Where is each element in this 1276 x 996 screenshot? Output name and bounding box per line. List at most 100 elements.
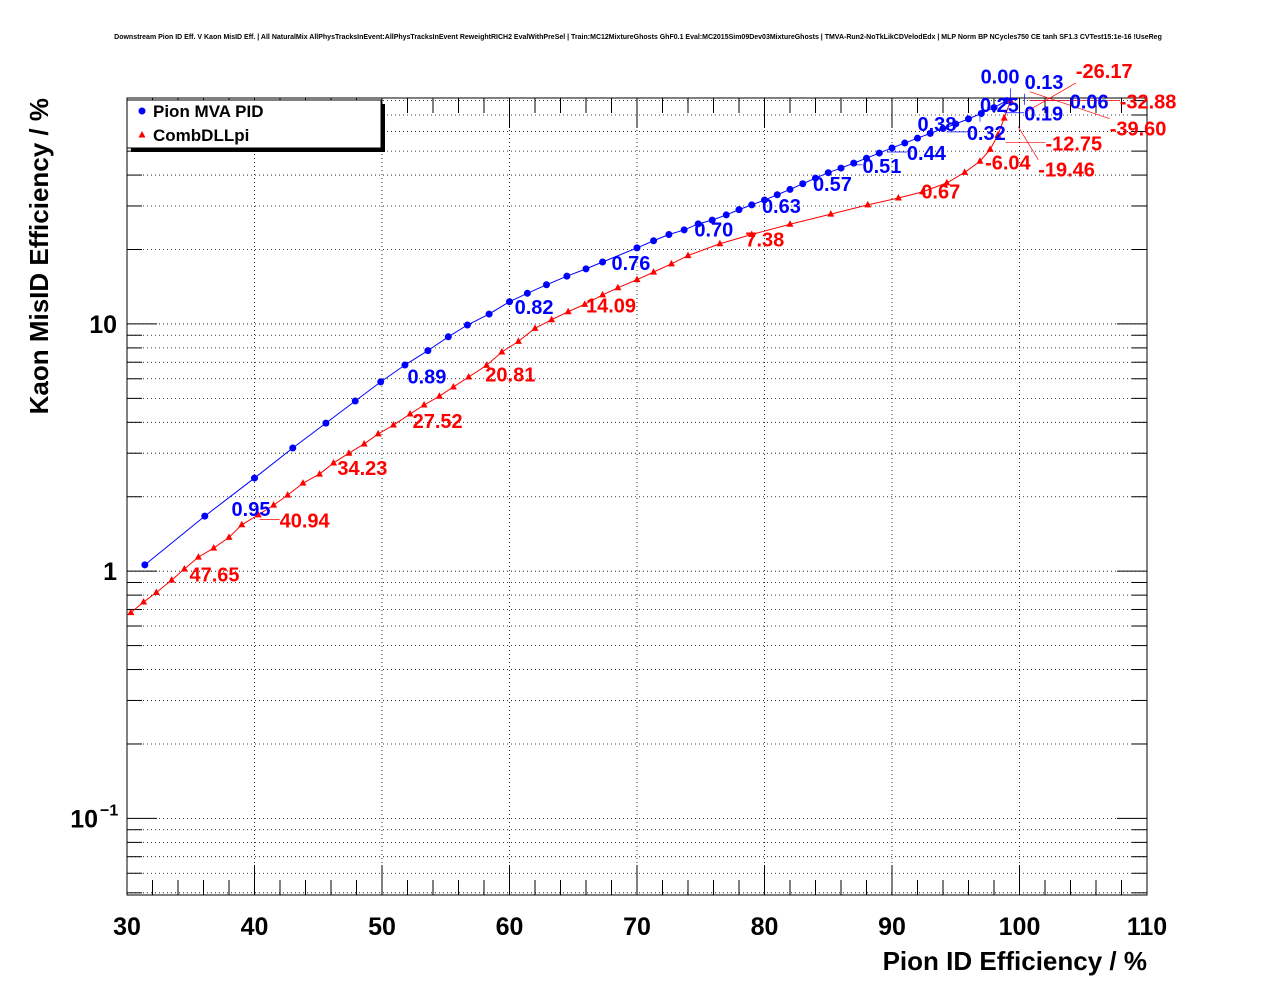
data-label: 0.57 (813, 174, 852, 196)
data-label: 0.76 (612, 253, 651, 275)
data-point-circle (485, 310, 493, 318)
data-point-triangle (514, 337, 522, 344)
y-tick-label: 10 (70, 805, 98, 833)
y-tick-label: 10 (89, 311, 117, 339)
x-tick-label: 70 (623, 913, 651, 941)
data-point-triangle (684, 251, 692, 259)
data-label: 34.23 (337, 458, 387, 480)
data-label: 14.09 (586, 295, 636, 317)
data-point-triangle (667, 259, 675, 267)
data-label: 0.70 (694, 220, 733, 242)
data-point-circle (875, 149, 883, 157)
data-label: 0.13 (1025, 72, 1064, 94)
legend-entry: CombDLLpi (153, 126, 249, 145)
data-point-circle (977, 109, 985, 117)
data-point-circle (424, 347, 432, 355)
data-point-circle (599, 258, 607, 266)
data-point-circle (351, 397, 359, 405)
data-point-circle (939, 125, 947, 133)
data-point-circle (850, 159, 858, 167)
x-tick-label: 100 (999, 913, 1041, 941)
data-point-triangle (389, 421, 397, 428)
x-tick-label: 80 (751, 913, 779, 941)
x-axis-title: Pion ID Efficiency / % (883, 946, 1147, 976)
data-label: -6.04 (985, 152, 1031, 174)
data-point-triangle (581, 300, 589, 307)
data-label: -39.60 (1110, 119, 1167, 141)
data-point-triangle (943, 178, 951, 186)
label-leader-line (1029, 91, 1110, 119)
legend: Pion MVA PID CombDLLpi (126, 99, 385, 152)
data-point-circle (680, 226, 688, 234)
x-tick-label: 50 (368, 913, 396, 941)
data-point-triangle (976, 157, 984, 164)
data-point-triangle (406, 410, 414, 417)
data-point-circle (926, 129, 934, 137)
data-point-triangle (238, 520, 246, 528)
data-point-circle (799, 180, 807, 188)
leader-lines (259, 82, 1120, 520)
data-point-triangle (225, 533, 233, 540)
data-point-circle (694, 220, 702, 228)
data-point-circle (563, 272, 571, 280)
data-point-circle (888, 144, 896, 152)
data-point-circle (761, 196, 768, 204)
data-point-triangle (994, 131, 1002, 138)
data-point-triangle (270, 501, 278, 508)
data-point-triangle (374, 429, 382, 437)
data-point-triangle (531, 324, 539, 331)
data-label: -32.88 (1120, 92, 1177, 114)
data-label: 0.51 (862, 156, 901, 178)
data-label: 0.19 (1024, 104, 1063, 126)
data-point-circle (812, 174, 819, 182)
data-point-circle (773, 191, 781, 199)
legend-marker-circle (138, 107, 146, 115)
data-point-triangle (827, 210, 835, 217)
data-label: 20.81 (485, 365, 535, 387)
data-point-triangle (650, 268, 658, 275)
data-point-triangle (254, 510, 262, 518)
data-point-triangle (961, 168, 969, 175)
plot-frame (126, 97, 1148, 896)
data-point-circle (786, 185, 794, 193)
data-point-triangle (786, 220, 794, 227)
x-tick-label: 90 (878, 913, 906, 941)
data-point-triangle (194, 553, 202, 560)
x-tick-label: 60 (496, 913, 524, 941)
data-point-triangle (180, 565, 188, 572)
data-point-triangle (152, 588, 160, 595)
data-point-triangle (345, 449, 353, 456)
data-point-circle (401, 361, 409, 369)
data-point-circle (901, 139, 909, 147)
data-point-circle (201, 512, 209, 520)
data-point-circle (523, 289, 531, 297)
data-point-triangle (986, 145, 994, 152)
chart-title: Downstream Pion ID Eff. V Kaon MisID Eff… (114, 34, 1162, 41)
data-point-circle (582, 265, 590, 273)
data-point-triangle (299, 479, 307, 486)
data-label: 0.44 (907, 143, 947, 165)
data-point-triangle (1000, 114, 1008, 121)
data-point-triangle (633, 275, 641, 283)
data-point-circle (444, 333, 452, 341)
data-label: 0.67 (921, 181, 960, 203)
data-point-circle (322, 419, 330, 427)
data-point-triangle (210, 544, 218, 551)
data-point-circle (463, 321, 471, 329)
data-point-circle (377, 378, 385, 386)
data-point-circle (965, 115, 972, 123)
data-point-triangle (548, 315, 556, 323)
data-point-circle (542, 281, 550, 289)
data-point-triangle (716, 239, 724, 247)
data-point-circle (650, 237, 658, 245)
data-point-triangle (748, 230, 756, 237)
data-point-triangle (1007, 96, 1015, 104)
data-label: 0.63 (762, 196, 801, 218)
data-point-circle (824, 169, 832, 177)
data-label: -26.17 (1076, 61, 1133, 83)
data-label: 0.32 (967, 123, 1006, 145)
data-point-triangle (284, 491, 292, 498)
data-label: 47.65 (189, 564, 239, 586)
data-point-circle (633, 244, 641, 252)
